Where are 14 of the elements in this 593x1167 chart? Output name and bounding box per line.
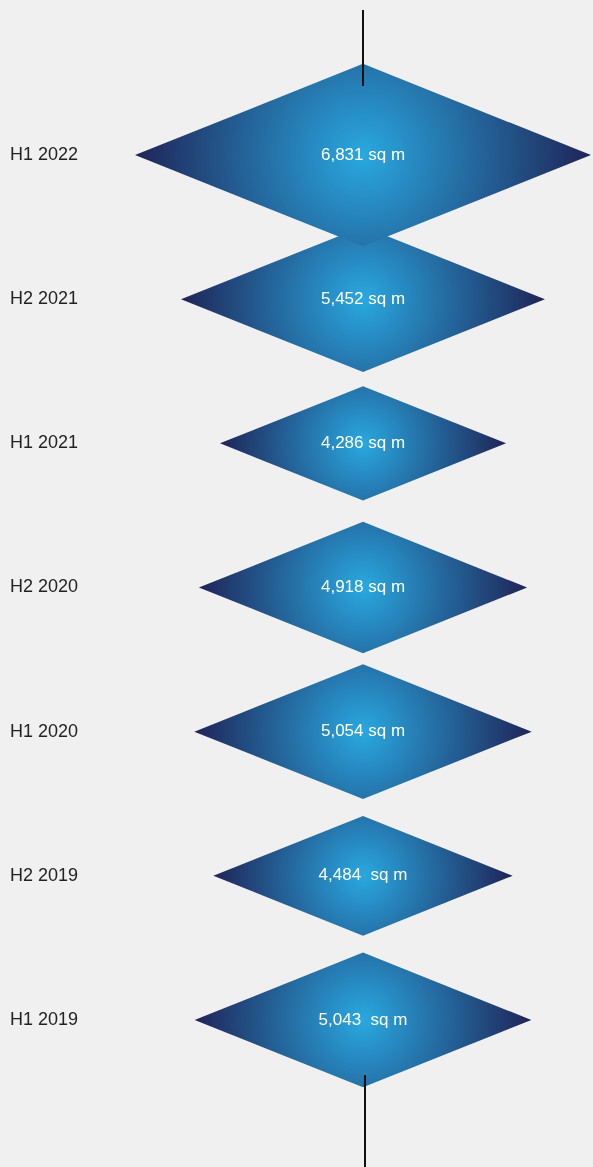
category-label: H1 2020 [10, 720, 79, 741]
data-label: 5,054 sq m [320, 721, 406, 741]
category-label: H1 2019 [10, 1008, 79, 1029]
category-label: H1 2021 [10, 432, 79, 453]
data-label: 4,286 sq m [320, 433, 406, 453]
data-label: 6,831 sq m [320, 144, 406, 164]
data-label: 4,918 sq m [320, 577, 406, 597]
category-label: H2 2021 [10, 288, 79, 309]
data-label: 5,452 sq m [320, 288, 406, 308]
category-label: H2 2020 [10, 576, 79, 597]
category-label: H2 2019 [10, 864, 79, 885]
data-label: 4,484 sq m [318, 865, 408, 885]
data-label: 5,043 sq m [318, 1009, 408, 1029]
category-label: H1 2022 [10, 144, 79, 165]
